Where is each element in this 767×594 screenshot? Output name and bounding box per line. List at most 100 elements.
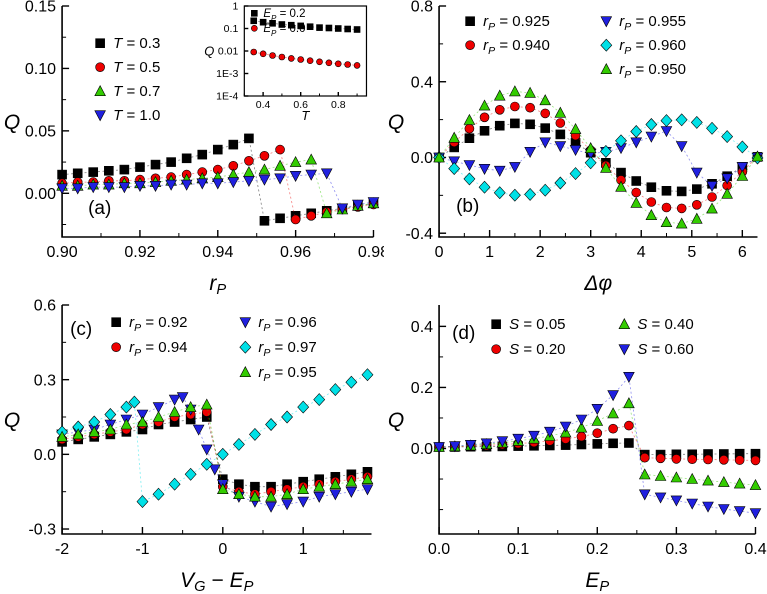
svg-text:0.96: 0.96 xyxy=(280,244,311,261)
svg-text:rP = 0.95: rP = 0.95 xyxy=(258,364,316,384)
svg-text:S = 0.20: S = 0.20 xyxy=(509,341,565,358)
svg-text:0.8: 0.8 xyxy=(410,0,432,16)
x-axis-title: rP xyxy=(209,272,226,297)
svg-text:0.01: 0.01 xyxy=(218,46,239,58)
svg-text:EP = 0.2: EP = 0.2 xyxy=(263,8,305,23)
legend: EP = 0.2EP = 0.0 xyxy=(251,8,306,38)
svg-text:0.10: 0.10 xyxy=(25,61,56,78)
svg-text:0.92: 0.92 xyxy=(124,244,155,261)
chart-d: 0.0 0.1 0.2 0.3 0.4EP 0.00.20.4QS = 0.05S = … xyxy=(387,305,766,594)
svg-text:rP = 0.94: rP = 0.94 xyxy=(129,339,187,359)
y-axis: 1 0.1 0.01 1E-3 1E-4 Q xyxy=(204,1,249,103)
svg-text:0.94: 0.94 xyxy=(202,244,233,261)
series-3 xyxy=(432,113,763,202)
svg-text:0.00: 0.00 xyxy=(25,186,56,203)
svg-text:0.1: 0.1 xyxy=(224,23,239,35)
y-axis: -0.3 0.0 0.3 0.6 Q xyxy=(4,298,70,539)
svg-text:0.2: 0.2 xyxy=(586,541,608,558)
svg-text:T = 1.0: T = 1.0 xyxy=(113,107,160,124)
svg-text:S = 0.05: S = 0.05 xyxy=(509,316,565,333)
svg-text:0.0: 0.0 xyxy=(410,150,432,167)
x-axis-title: EP xyxy=(585,569,609,594)
svg-text:0.6: 0.6 xyxy=(293,99,308,111)
x-axis-title: Δφ xyxy=(583,272,612,295)
svg-text:rP = 0.97: rP = 0.97 xyxy=(258,339,316,359)
series-0 xyxy=(57,412,373,492)
series-1 xyxy=(433,101,762,214)
svg-text:5: 5 xyxy=(687,244,696,261)
series-3 xyxy=(432,372,761,520)
svg-text:0: 0 xyxy=(218,541,227,558)
svg-text:rP = 0.96: rP = 0.96 xyxy=(258,314,316,334)
panel-a: 0.90 0.92 0.94 0.96 0.98 rP 0.00 0.05 0.10 0.15 Q… xyxy=(0,0,384,297)
svg-text:0.6: 0.6 xyxy=(34,298,56,315)
y-axis: 0.0 0.2 0.4 Q xyxy=(387,319,446,511)
y-axis: 0.00 0.05 0.10 0.15 Q xyxy=(4,0,70,226)
svg-text:rP = 0.92: rP = 0.92 xyxy=(129,314,187,334)
svg-text:rP = 0.925: rP = 0.925 xyxy=(483,13,550,33)
svg-text:1E-3: 1E-3 xyxy=(216,68,238,80)
series-3 xyxy=(56,368,374,509)
series-1 xyxy=(57,407,373,499)
svg-text:0.0: 0.0 xyxy=(34,447,56,464)
svg-text:2: 2 xyxy=(535,244,544,261)
panel-tag: (b) xyxy=(456,196,479,217)
series-1 xyxy=(250,48,361,69)
svg-text:0.3: 0.3 xyxy=(34,372,56,389)
svg-text:0: 0 xyxy=(434,244,443,261)
svg-text:rP = 0.940: rP = 0.940 xyxy=(483,37,550,57)
svg-text:0.05: 0.05 xyxy=(25,124,56,141)
inset-chart: 0.4 0.6 0.8 T 1 0.1 0.01 1E-3 1E-4 Q EP = 0.2EP = … xyxy=(202,1,373,123)
y-axis-title: Q xyxy=(4,409,20,432)
svg-text:0.15: 0.15 xyxy=(25,0,56,16)
svg-text:6: 6 xyxy=(737,244,746,261)
svg-text:-2: -2 xyxy=(55,541,69,558)
legend: rP = 0.92 rP = 0.94 rP = 0.96 rP = 0.97 rP =… xyxy=(111,314,317,384)
x-axis-title: VG − EP xyxy=(180,569,253,594)
svg-text:0.3: 0.3 xyxy=(665,541,687,558)
svg-text:T = 0.3: T = 0.3 xyxy=(113,35,160,52)
svg-text:-0.3: -0.3 xyxy=(28,522,56,539)
svg-text:T = 0.7: T = 0.7 xyxy=(113,83,160,100)
svg-text:3: 3 xyxy=(586,244,595,261)
chart-a: 0.90 0.92 0.94 0.96 0.98 rP 0.00 0.05 0.10 0.15 Q… xyxy=(4,0,384,297)
y-axis-title: Q xyxy=(387,111,403,134)
svg-text:rP = 0.960: rP = 0.960 xyxy=(619,37,686,57)
svg-text:4: 4 xyxy=(636,244,645,261)
svg-text:1E-4: 1E-4 xyxy=(216,91,238,103)
svg-text:0.2: 0.2 xyxy=(410,380,432,397)
svg-text:0.98: 0.98 xyxy=(358,244,384,261)
axes-frame xyxy=(61,305,372,535)
svg-text:1: 1 xyxy=(485,244,494,261)
panel-tag: (d) xyxy=(452,323,475,344)
legend: S = 0.05 S = 0.20 S = 0.40 S = 0.60 xyxy=(490,316,693,358)
panel-tag: (c) xyxy=(70,319,92,340)
y-axis-title: Q xyxy=(387,409,403,432)
svg-text:rP = 0.955: rP = 0.955 xyxy=(619,13,686,33)
series-2 xyxy=(432,126,763,193)
svg-text:0.4: 0.4 xyxy=(410,319,432,336)
x-axis: 0.90 0.92 0.94 0.96 0.98 rP xyxy=(47,230,384,297)
svg-text:0.1: 0.1 xyxy=(507,541,529,558)
x-axis: 0 1 2 3 4 5 6 Δφ xyxy=(434,230,746,295)
svg-text:0.4: 0.4 xyxy=(744,541,766,558)
svg-text:-0.4: -0.4 xyxy=(405,226,433,243)
y-axis-title: Q xyxy=(204,44,214,59)
panel-d: 0.0 0.1 0.2 0.3 0.4 EP 0.0 0.2 0.4 Q S = 0.05 S = … xyxy=(384,297,767,594)
series-3 xyxy=(56,168,380,215)
svg-text:-1: -1 xyxy=(135,541,149,558)
panel-tag: (a) xyxy=(88,198,111,219)
y-axis-title: Q xyxy=(4,111,20,134)
svg-text:S = 0.40: S = 0.40 xyxy=(637,316,693,333)
y-axis: -0.4 0.0 0.4 0.8 Q xyxy=(387,0,446,243)
x-axis-title: T xyxy=(301,108,310,123)
svg-text:0.8: 0.8 xyxy=(331,99,346,111)
series-2 xyxy=(56,392,374,513)
svg-text:rP = 0.950: rP = 0.950 xyxy=(619,61,686,81)
x-axis: 0.4 0.6 0.8 T xyxy=(243,92,358,123)
svg-text:S = 0.60: S = 0.60 xyxy=(637,341,693,358)
